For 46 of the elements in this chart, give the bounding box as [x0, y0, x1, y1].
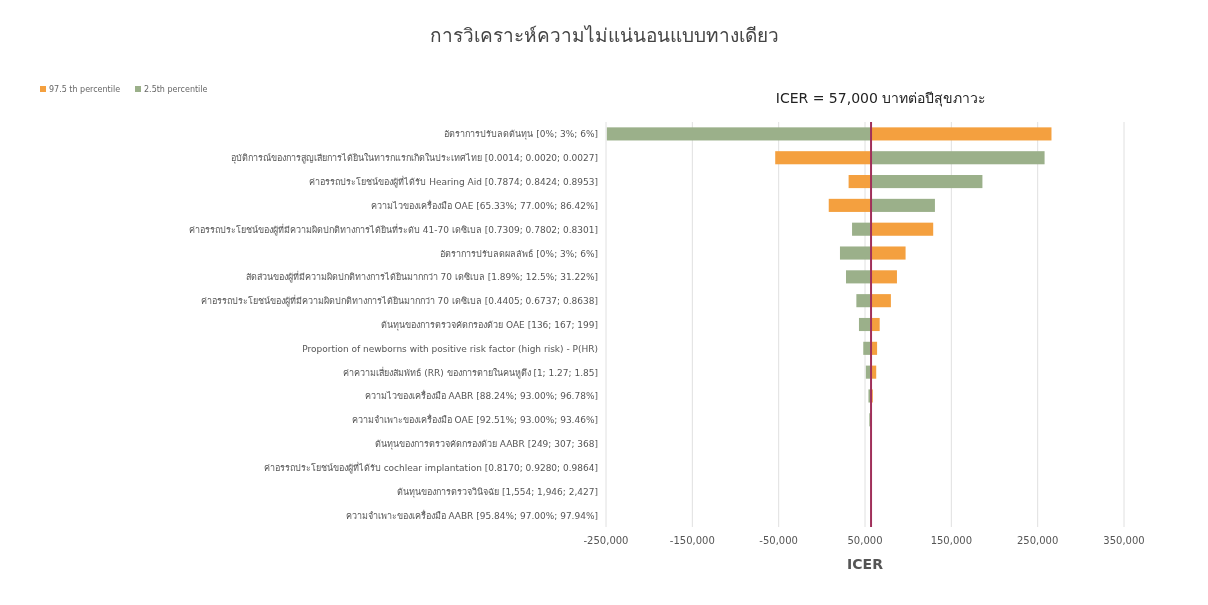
y-tick-label: ค่าอรรถประโยชน์ของผู้ที่ได้รับ cochlear implantation [0.8170; 0.9280; 0.9864] — [263, 460, 598, 474]
bar — [871, 127, 1052, 141]
y-tick-label: ค่าความเสี่ยงสัมพัทธ์ (RR) ของการตายในคนหูตึง [1; 1.27; 1.85] — [343, 365, 598, 379]
y-tick-label: ต้นทุนของการตรวจวินิจฉัย [1,554; 1,946; 2,427] — [397, 486, 598, 498]
bar — [828, 198, 872, 212]
x-tick-label: 150,000 — [930, 535, 973, 546]
x-tick-label: 250,000 — [1016, 535, 1059, 546]
bar — [606, 127, 872, 141]
legend-label: 97.5 th percentile — [49, 85, 121, 94]
legend-label: 2.5th percentile — [144, 85, 208, 94]
bar — [871, 270, 897, 284]
bar — [775, 151, 872, 165]
y-tick-label: อัตราการปรับลดผลลัพธ์ [0%; 3%; 6%] — [440, 247, 598, 259]
bar — [871, 222, 934, 236]
y-tick-label: ความไวของเครื่องมือ AABR [88.24%; 93.00%; 96.78%] — [364, 389, 598, 402]
bar — [852, 222, 872, 236]
bar — [871, 151, 1045, 165]
y-tick-label: ต้นทุนของการตรวจคัดกรองด้วย OAE [136; 167; 199] — [381, 320, 598, 331]
bar — [858, 317, 872, 332]
bar — [848, 175, 872, 189]
bar — [846, 270, 872, 284]
x-tick-label: -250,000 — [583, 535, 629, 546]
y-tick-label: ความจำเพาะของเครื่องมือ OAE [92.51%; 93.00%; 93.46%] — [351, 413, 598, 426]
ref-line-label: ICER = 57,000 บาทต่อปีสุขภาวะ — [775, 90, 987, 107]
y-tick-label: ความจำเพาะของเครื่องมือ AABR [95.84%; 97.00%; 97.94%] — [345, 508, 598, 521]
y-tick-label: สัดส่วนของผู้ที่มีความผิดปกติทางการได้ยินมากกว่า 70 เดซิเบล [1.89%; 12.5%; 31.22%] — [245, 270, 598, 284]
y-tick-label: อัตราการปรับลดต้นทุน [0%; 3%; 6%] — [444, 129, 598, 141]
y-tick-label: ค่าอรรถประโยชน์ของผู้ที่มีความผิดปกติทางการได้ยินที่ระดับ 41-70 เดซิเบล [0.7309; 0.7802; 0.8301] — [188, 222, 598, 236]
y-tick-label: ค่าอรรถประโยชน์ของผู้ที่มีความผิดปกติทางการได้ยินมากกว่า 70 เดซิเบล [0.4405; 0.6737; 0.8638] — [200, 294, 598, 308]
bar — [871, 246, 906, 260]
y-tick-label: ค่าอรรถประโยชน์ของผู้ที่ได้รับ Hearing Aid [0.7874; 0.8424; 0.8953] — [309, 175, 598, 189]
y-tick-label: อุบัติการณ์ของการสูญเสียการได้ยินในทารกแรกเกิดในประเทศไทย [0.0014; 0.0020; 0.0027] — [230, 152, 598, 165]
x-tick-label: 350,000 — [1103, 535, 1145, 546]
bar — [871, 198, 935, 212]
x-tick-label: -50,000 — [759, 535, 798, 546]
bar — [839, 246, 872, 260]
y-tick-label: ความไวของเครื่องมือ OAE [65.33%; 77.00%; 86.42%] — [370, 198, 598, 211]
x-tick-label: -150,000 — [669, 535, 715, 546]
y-tick-label: ต้นทุนของการตรวจคัดกรองด้วย AABR [249; 307; 368] — [374, 439, 598, 451]
bar — [856, 294, 872, 308]
chart-title: การวิเคราะห์ความไม่แน่นอนแบบทางเดียว — [429, 24, 779, 46]
bar — [871, 294, 891, 308]
y-tick-label: Proportion of newborns with positive risk factor (high risk) - P(HR) — [302, 343, 598, 354]
x-axis-title: ICER — [847, 556, 884, 572]
bar — [871, 175, 983, 189]
x-tick-label: 50,000 — [847, 535, 883, 546]
